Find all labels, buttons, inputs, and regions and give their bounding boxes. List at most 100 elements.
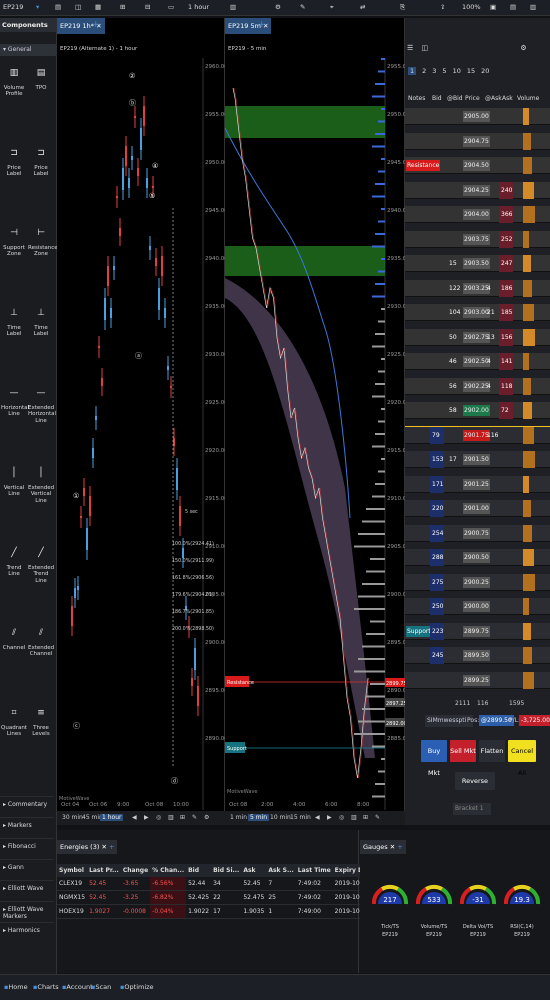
timeframe-button[interactable]: 30 min: [62, 814, 83, 821]
component-item[interactable]: ≡ Three Levels: [28, 708, 54, 738]
component-item[interactable]: ╱ Extended Trend Line: [28, 548, 54, 584]
component-item[interactable]: ⊣ Support Zone: [1, 228, 27, 258]
status-tab-account[interactable]: ▪Account: [62, 983, 93, 991]
chart-tool-icon[interactable]: ⚙: [204, 814, 210, 821]
dom-row[interactable]: 153 17 2901.50: [405, 451, 550, 468]
tab-chart-5m[interactable]: EP219 5m ✕: [225, 18, 272, 34]
tab-gauges[interactable]: Gauges ✕ +: [360, 840, 406, 854]
timeframe-button[interactable]: 15 min: [290, 814, 311, 821]
timeframe-button[interactable]: 45 min: [82, 814, 103, 821]
watchlist-header-cell[interactable]: % Chan...: [152, 867, 185, 874]
timeframe-button[interactable]: 1 hour: [100, 814, 124, 821]
status-tab-scan[interactable]: ▪Scan: [91, 983, 111, 991]
dom-tab[interactable]: 15: [466, 67, 476, 75]
component-item[interactable]: ⊢ Resistance Zone: [28, 228, 58, 258]
dom-row[interactable]: 2905.00: [405, 108, 550, 125]
component-item[interactable]: ⫽ Extended Channel: [28, 628, 54, 658]
toolbar-icon-6[interactable]: ▭: [168, 3, 175, 11]
buy-market-button[interactable]: Buy Mkt: [421, 740, 447, 777]
chart-tool-icon[interactable]: ▶: [327, 814, 332, 821]
chart-tool-icon[interactable]: ◀: [132, 814, 137, 821]
dom-row[interactable]: 250 2900.00: [405, 598, 550, 615]
component-item[interactable]: │ Vertical Line: [1, 468, 27, 498]
dom-layout-icon[interactable]: ◫: [421, 44, 429, 52]
status-tab-optimize[interactable]: ▪Optimize: [120, 983, 154, 991]
toolbar-icon-3[interactable]: ▦: [95, 3, 102, 11]
toolbar-icon-2[interactable]: ◫: [75, 3, 82, 11]
component-item[interactable]: ⌗ Quadrant Lines: [1, 708, 27, 738]
dom-row[interactable]: 122 2903.25 4 186: [405, 279, 550, 297]
dom-row[interactable]: 245 2899.50: [405, 647, 550, 664]
dom-row[interactable]: 288 2900.50: [405, 549, 550, 566]
component-category[interactable]: ▸ Markers: [0, 817, 54, 833]
watchlist-header-cell[interactable]: Symbol: [59, 867, 84, 874]
component-item[interactable]: ⊐ Price Label: [1, 148, 27, 178]
components-section-general[interactable]: ▾ General: [0, 44, 57, 56]
dom-row[interactable]: 15 2903.50 247: [405, 255, 550, 272]
component-category[interactable]: ▸ Gann: [0, 859, 54, 875]
chart-type-icon[interactable]: ▥: [230, 3, 237, 11]
instrument-label[interactable]: EP219: [3, 3, 24, 11]
dom-tab[interactable]: 10: [452, 67, 461, 75]
dom-row[interactable]: Support 223 2899.75: [405, 622, 550, 640]
window-icon-2[interactable]: ▤: [510, 3, 517, 11]
timeframe-button[interactable]: 1 min: [230, 814, 248, 821]
watchlist-header-cell[interactable]: Last Pr...: [89, 867, 119, 874]
toolbar-icon-4[interactable]: ⊞: [120, 3, 126, 11]
toolbar-icon-8[interactable]: ✎: [300, 3, 306, 11]
chart-tool-icon[interactable]: ◎: [339, 814, 345, 821]
dom-settings-icon[interactable]: ⚙: [520, 44, 527, 52]
status-tab-home[interactable]: ▪Home: [4, 983, 28, 991]
dom-row[interactable]: 56 2902.25 4 118: [405, 377, 550, 395]
watchlist-header-cell[interactable]: Bid Si...: [213, 867, 240, 874]
component-item[interactable]: ╱ Trend Line: [1, 548, 27, 578]
tab-watchlist[interactable]: Energies (3) ✕ +: [57, 840, 118, 854]
dom-tab[interactable]: 1: [408, 67, 417, 75]
timeframe-button[interactable]: 10 min: [270, 814, 291, 821]
toolbar-icon-12[interactable]: ⇪: [440, 3, 446, 11]
chart-tool-icon[interactable]: ◎: [156, 814, 162, 821]
dom-row[interactable]: 254 2900.75: [405, 524, 550, 542]
dom-row[interactable]: 220 2901.00: [405, 500, 550, 517]
dom-row[interactable]: 58 2902.00 72: [405, 402, 550, 419]
dom-row[interactable]: 275 2900.25: [405, 573, 550, 591]
dom-tab[interactable]: 20: [481, 67, 490, 75]
dom-row[interactable]: 171 2901.25: [405, 475, 550, 493]
component-category[interactable]: ▸ Elliott Wave Markers: [0, 901, 54, 920]
chart-tool-icon[interactable]: ⊞: [180, 814, 186, 821]
dom-row[interactable]: 2899.25: [405, 671, 550, 689]
link-icon[interactable]: ▾: [36, 3, 40, 11]
chart-5m[interactable]: EP219 5m ✕ + EP219 - 5 min 2955.00 2950.0…: [225, 18, 405, 825]
dom-row[interactable]: 2903.75 252: [405, 230, 550, 248]
dom-row[interactable]: 79 2901.75 116: [405, 426, 550, 444]
component-item[interactable]: ⊥ Time Label: [1, 308, 27, 338]
component-item[interactable]: ⊐ Price Label: [28, 148, 54, 178]
dom-row[interactable]: 2904.25 240: [405, 181, 550, 199]
window-icon-1[interactable]: ▣: [490, 3, 497, 11]
watchlist-header-cell[interactable]: Ask: [243, 867, 256, 874]
toolbar-icon-7[interactable]: ⚙: [275, 3, 281, 11]
status-tab-charts[interactable]: ▪Charts: [33, 983, 59, 991]
component-category[interactable]: ▸ Commentary: [0, 796, 54, 812]
component-item[interactable]: ▤ TPO: [28, 68, 54, 91]
reverse-button[interactable]: Reverse: [455, 772, 495, 790]
dom-row[interactable]: 2904.00 366: [405, 206, 550, 223]
dom-row[interactable]: 104 2903.00 21 185: [405, 304, 550, 321]
component-category[interactable]: ▸ Elliott Wave: [0, 880, 54, 896]
component-category[interactable]: ▸ Fibonacci: [0, 838, 54, 854]
sell-market-button[interactable]: Sell Mkt: [450, 740, 476, 762]
flatten-button[interactable]: Flatten: [479, 740, 505, 762]
toolbar-icon-1[interactable]: ▤: [55, 3, 62, 11]
chart-tool-icon[interactable]: ◀: [315, 814, 320, 821]
window-icon-3[interactable]: ▥: [530, 3, 537, 11]
chart-1h[interactable]: EP219 1h* ✕ + EP219 (Alternate 1) - 1 ho…: [57, 18, 225, 825]
component-item[interactable]: — Extended Horizontal Line: [28, 388, 56, 424]
component-item[interactable]: — Horizontal Line: [1, 388, 29, 418]
chart-tool-icon[interactable]: ⊞: [363, 814, 369, 821]
dom-row[interactable]: 50 2902.75 13 156: [405, 328, 550, 346]
timeframe-button[interactable]: 5 min: [248, 814, 270, 821]
chart-tool-icon[interactable]: ✎: [375, 814, 381, 821]
chart-tool-icon[interactable]: ▥: [168, 814, 174, 821]
watchlist-header-cell[interactable]: Last Time: [297, 867, 331, 874]
watchlist-row[interactable]: HOEX19 1.9027 -0.0008 -0.04% 1.9022 17 1.9035 1…: [57, 904, 467, 919]
